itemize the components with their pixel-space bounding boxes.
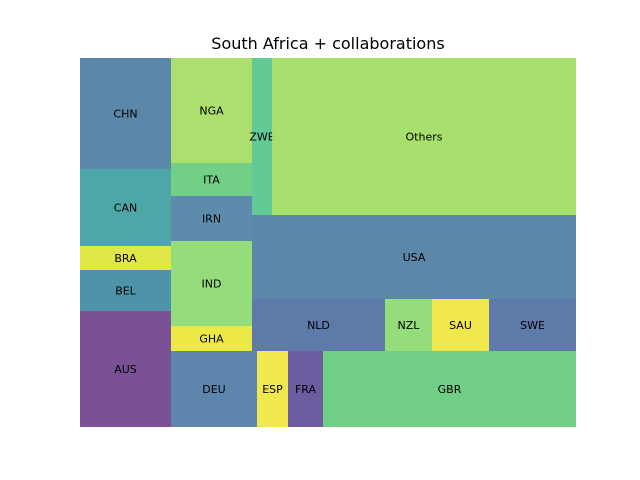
tile-nzl (385, 299, 432, 351)
tile-label-chn: CHN (113, 108, 137, 121)
treemap-tiles: CHN CAN BRA BEL AUS NGA ITA IRN IND GHA DEU ZWE Othe… (80, 58, 576, 427)
tile-gha (171, 326, 252, 351)
tile-deu (171, 351, 257, 427)
tile-label-nga: NGA (199, 105, 224, 118)
tile-label-deu: DEU (202, 383, 225, 396)
tile-ind (171, 241, 252, 326)
tile-label-others: Others (406, 131, 443, 144)
tile-bel (80, 270, 171, 311)
tile-label-swe: SWE (520, 319, 545, 332)
tile-aus (80, 311, 171, 427)
tile-label-esp: ESP (262, 383, 283, 396)
tile-usa (252, 215, 576, 299)
tile-label-ind: IND (202, 278, 222, 291)
tile-can (80, 169, 171, 246)
tile-swe (489, 299, 576, 351)
tile-nld (252, 299, 385, 351)
tile-sau (432, 299, 489, 351)
tile-label-irn: IRN (202, 213, 221, 226)
tile-label-bel: BEL (115, 285, 136, 298)
tile-fra (288, 351, 323, 427)
tile-label-bra: BRA (114, 252, 137, 265)
tile-others (272, 58, 576, 215)
tile-chn (80, 58, 171, 169)
tile-zwe (252, 58, 272, 215)
tile-ita (171, 163, 252, 196)
tile-label-zwe: ZWE (249, 131, 274, 144)
tile-bra (80, 246, 171, 270)
tile-label-sau: SAU (449, 319, 472, 332)
tile-label-fra: FRA (295, 383, 317, 396)
tile-label-nzl: NZL (398, 319, 421, 332)
tile-label-aus: AUS (114, 363, 137, 376)
tile-irn (171, 196, 252, 241)
tile-label-gbr: GBR (438, 383, 462, 396)
chart-title: South Africa + collaborations (211, 34, 444, 53)
tile-label-nld: NLD (307, 319, 330, 332)
tile-label-ita: ITA (203, 174, 220, 187)
tile-gbr (323, 351, 576, 427)
tile-label-usa: USA (403, 251, 426, 264)
tile-label-gha: GHA (199, 333, 224, 346)
tile-nga (171, 58, 252, 163)
tile-esp (257, 351, 288, 427)
tile-label-can: CAN (114, 202, 137, 215)
